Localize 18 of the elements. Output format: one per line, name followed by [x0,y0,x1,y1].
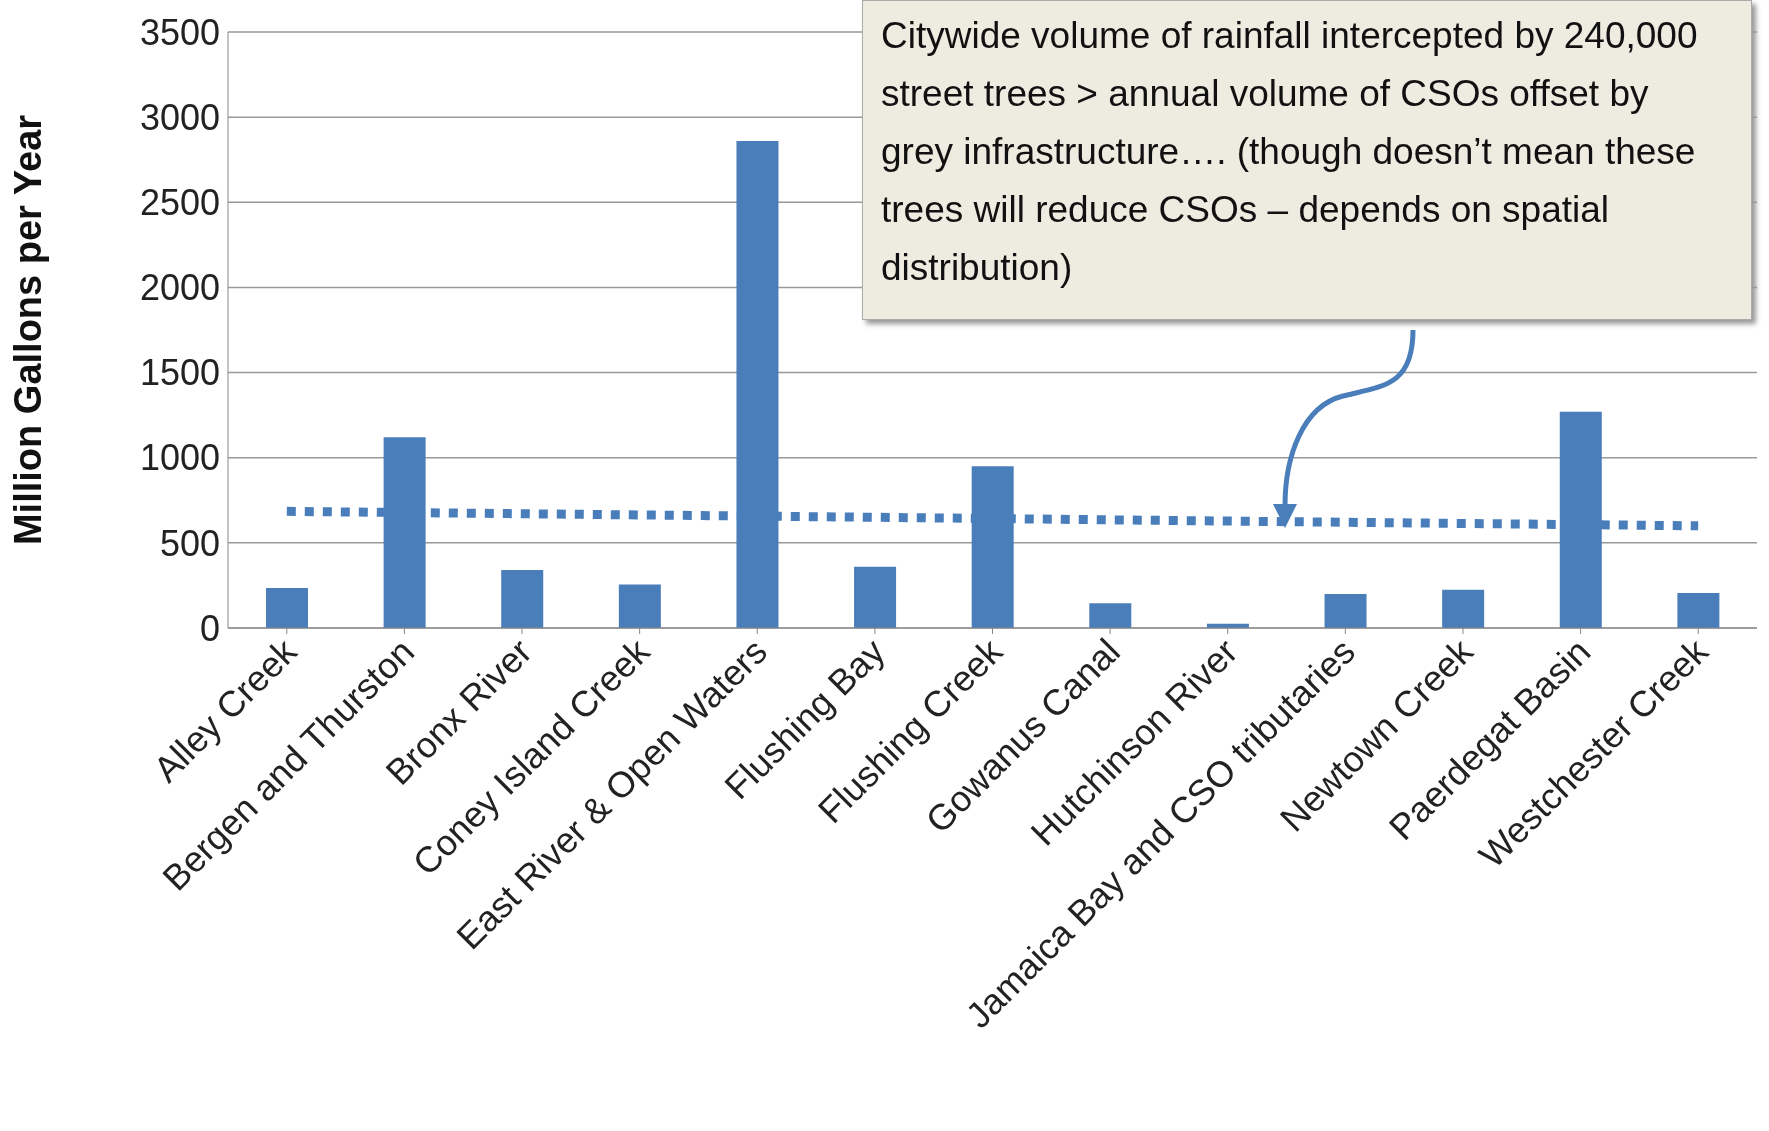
y-tick-label: 3500 [139,11,220,53]
y-tick-label: 2500 [139,182,220,224]
annotation: Citywide volume of rainfall intercepted by 240,000 street trees > annual volume of CSOs offset by grey infrastructure…. (though doesn’t mean these trees will reduce CSOs – depends on spatial distribution) [862,0,1752,320]
bar [1089,603,1132,628]
bar [501,570,544,628]
bar [1677,593,1720,628]
bar [854,566,897,628]
y-axis-title: Million Gallons per Year [7,114,50,546]
bar [266,587,308,628]
bar [1442,589,1485,628]
y-tick-label: 0 [199,607,220,649]
y-tick-label: 2000 [139,267,220,309]
y-tick-label: 3000 [139,96,220,138]
bar [618,584,661,628]
y-tick-label: 1500 [139,352,220,394]
bar [1324,593,1367,628]
y-tick-label: 500 [159,522,220,564]
y-tick-label: 1000 [139,437,220,479]
